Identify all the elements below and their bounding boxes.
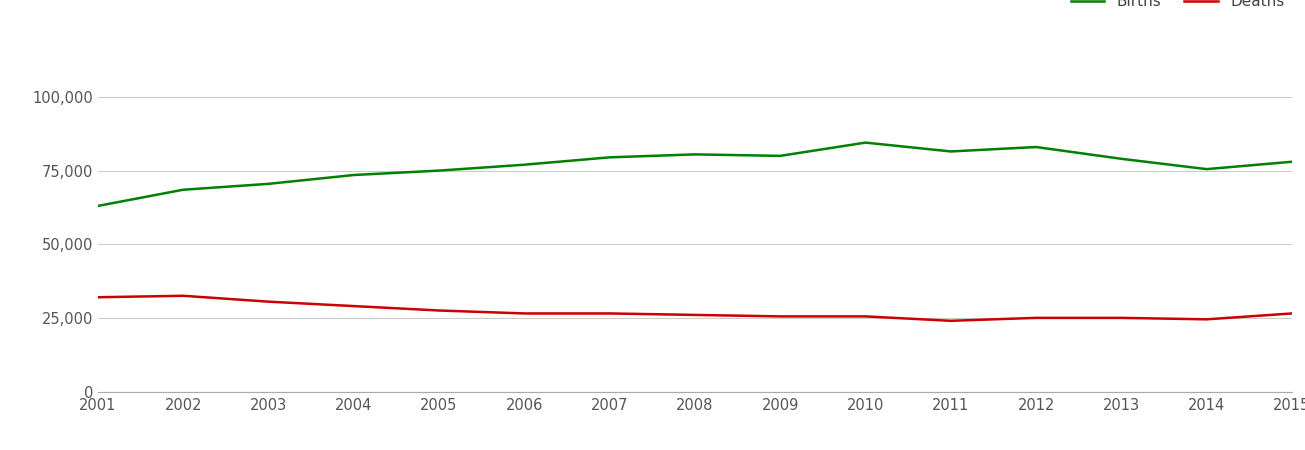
Deaths [857,314,873,319]
Deaths [602,311,617,316]
Deaths [261,299,277,304]
Deaths [175,293,191,298]
Deaths [346,303,361,309]
Deaths [517,311,532,316]
Births [346,172,361,178]
Deaths [688,312,703,318]
Deaths [944,318,959,324]
Deaths [90,295,106,300]
Deaths [1284,311,1300,316]
Births [944,149,959,154]
Births [175,187,191,193]
Legend: Births, Deaths: Births, Deaths [1070,0,1284,9]
Births [261,181,277,187]
Deaths [431,308,446,313]
Births [517,162,532,167]
Births [90,203,106,209]
Deaths [773,314,788,319]
Births [1284,159,1300,164]
Deaths [1028,315,1044,320]
Births [602,155,617,160]
Births [431,168,446,173]
Deaths [1113,315,1129,320]
Births [688,152,703,157]
Line: Births: Births [98,143,1292,206]
Births [1113,156,1129,162]
Births [1199,166,1215,172]
Births [773,153,788,158]
Line: Deaths: Deaths [98,296,1292,321]
Deaths [1199,317,1215,322]
Births [1028,144,1044,150]
Births [857,140,873,145]
